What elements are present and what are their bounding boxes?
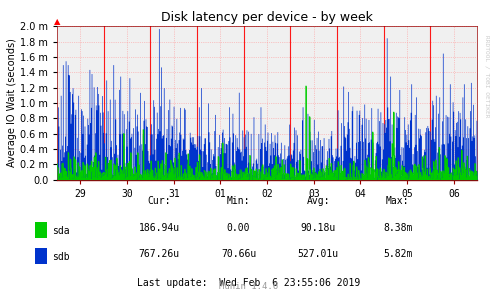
- Text: 90.18u: 90.18u: [301, 223, 335, 233]
- Text: 527.01u: 527.01u: [298, 249, 338, 259]
- Text: 8.38m: 8.38m: [383, 223, 413, 233]
- Text: sdb: sdb: [52, 252, 70, 262]
- Y-axis label: Average IO Wait (seconds): Average IO Wait (seconds): [7, 39, 17, 167]
- Text: Cur:: Cur:: [147, 197, 171, 206]
- Text: 767.26u: 767.26u: [139, 249, 179, 259]
- Text: Avg:: Avg:: [306, 197, 330, 206]
- Title: Disk latency per device - by week: Disk latency per device - by week: [161, 11, 373, 24]
- Text: 70.66u: 70.66u: [221, 249, 256, 259]
- Text: Min:: Min:: [227, 197, 250, 206]
- Text: 5.82m: 5.82m: [383, 249, 413, 259]
- Text: Munin 1.4.6: Munin 1.4.6: [219, 282, 278, 291]
- Text: ▲: ▲: [54, 17, 61, 26]
- Text: RRDTOOL / TOBI OETIKER: RRDTOOL / TOBI OETIKER: [485, 35, 490, 118]
- Text: 186.94u: 186.94u: [139, 223, 179, 233]
- Text: Max:: Max:: [386, 197, 410, 206]
- Text: sda: sda: [52, 226, 70, 236]
- Text: Last update:  Wed Feb  6 23:55:06 2019: Last update: Wed Feb 6 23:55:06 2019: [137, 278, 360, 288]
- Text: 0.00: 0.00: [227, 223, 250, 233]
